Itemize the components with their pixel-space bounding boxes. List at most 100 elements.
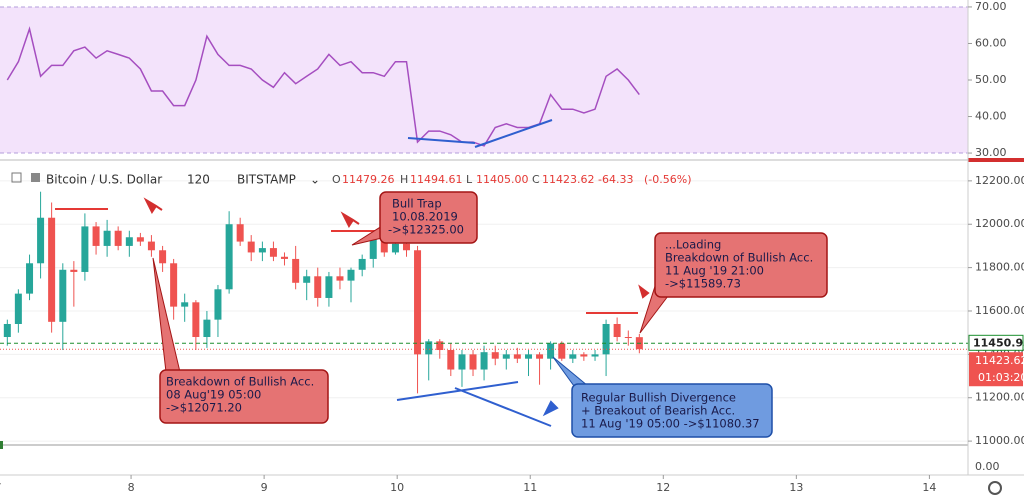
candle-body <box>391 243 399 253</box>
y-tick-label: 30.00 <box>975 146 1007 159</box>
callout-text: Regular Bullish Divergence <box>581 391 736 405</box>
candle-body <box>92 226 100 246</box>
callout-box <box>654 232 828 298</box>
candle-body <box>81 226 89 272</box>
marks <box>0 26 968 394</box>
candle-body <box>480 352 488 370</box>
y-tick-label: 11200.00 <box>975 391 1024 404</box>
lower-pane-tick-label: 0.00 <box>975 460 1000 473</box>
callout-box <box>159 369 329 424</box>
candle-body <box>325 276 333 298</box>
bid-label-box <box>968 334 1024 351</box>
x-tick-label: 7 <box>0 481 2 494</box>
h-label: H <box>400 173 408 186</box>
exchange: BITSTAMP <box>237 173 296 187</box>
candle-body <box>280 256 288 259</box>
candle-body <box>369 239 377 259</box>
callout-text: + Breakout of Bearish Acc. <box>581 404 735 418</box>
candle-body <box>303 276 311 283</box>
callout-pointer <box>552 356 590 387</box>
candle-body <box>469 354 477 370</box>
h-value: 11494.61 <box>410 173 463 186</box>
trend-line <box>474 119 553 148</box>
candle-body <box>258 248 266 253</box>
trend-line <box>396 381 519 401</box>
candle-body <box>513 354 521 359</box>
candle-body <box>613 323 621 338</box>
gear-icon[interactable] <box>988 481 1002 495</box>
chevron: ⌄ <box>310 173 320 187</box>
callout-text: ->$12325.00 <box>388 223 464 237</box>
candle-body <box>624 337 632 339</box>
candle-body <box>502 354 510 359</box>
icon <box>11 172 22 183</box>
candle-body <box>336 276 344 281</box>
candle-body <box>436 341 444 351</box>
callout-text: Bull Trap <box>392 197 442 211</box>
x-tick-label: 13 <box>789 481 803 494</box>
change-pct: (-0.56%) <box>644 173 692 186</box>
candle-body <box>114 230 122 246</box>
y-tick-label: 11800.00 <box>975 261 1024 274</box>
rocket-icon <box>542 400 559 417</box>
y-tick-label: 12000.00 <box>975 217 1024 230</box>
y-tick-label: 12200.00 <box>975 174 1024 187</box>
bid-label: 11450.93 <box>973 336 1024 349</box>
candle-body <box>14 293 22 324</box>
candle-body <box>536 354 544 359</box>
candle-body <box>425 341 433 355</box>
candle-body <box>358 258 366 270</box>
rsi-marker <box>968 158 1024 162</box>
callout-text: ->$12071.20 <box>166 401 242 415</box>
callouts: Breakdown of Bullish Acc. 08 Aug'19 05:0… <box>152 191 828 438</box>
x-tick-label: 12 <box>656 481 670 494</box>
callout-text: Breakdown of Bullish Acc. <box>665 251 813 265</box>
candle-body <box>447 350 455 370</box>
candle-body <box>203 319 211 338</box>
x-tick-label: 10 <box>390 481 404 494</box>
candle-body <box>159 250 167 264</box>
candle-body <box>558 343 566 359</box>
y-tick-label: 40.00 <box>975 110 1007 123</box>
pane-handle <box>0 441 3 449</box>
candle-body <box>70 269 78 272</box>
y-tick-label: 60.00 <box>975 36 1007 49</box>
x-tick-label: 11 <box>523 481 537 494</box>
rocket-icon <box>340 211 360 228</box>
candle-body <box>458 354 466 370</box>
drawings <box>55 119 650 427</box>
candle-body <box>269 248 277 257</box>
callout-pointer <box>351 225 383 246</box>
settings-button[interactable] <box>988 481 1002 495</box>
y-tick-label: 11000.00 <box>975 434 1024 447</box>
candle-body <box>380 239 388 253</box>
candle-body <box>170 263 178 307</box>
candle-body <box>247 241 255 253</box>
candle-body <box>569 354 577 359</box>
header: Bitcoin / U.S. Dollar 120 BITSTAMP ⌄ O 1… <box>11 172 692 187</box>
candle-body <box>147 241 155 251</box>
candle-body <box>26 263 34 294</box>
candle-body <box>525 354 533 359</box>
callout-text: 11 Aug '19 05:00 ->$11080.37 <box>581 417 760 431</box>
rocket-icon <box>143 197 163 214</box>
x-tick-label: 8 <box>128 481 135 494</box>
candle-body <box>37 217 45 264</box>
last-label-box <box>969 352 1023 387</box>
candle-body <box>225 224 233 290</box>
candle-body <box>314 276 322 298</box>
y-tick-label: 70.00 <box>975 0 1007 13</box>
o-value: 11479.26 <box>342 173 395 186</box>
callout-text: 11 Aug '19 21:00 <box>665 264 764 278</box>
candle-body <box>547 343 555 359</box>
candle-body <box>48 217 56 322</box>
x-tick-label: 14 <box>922 481 936 494</box>
callout-text: ...Loading <box>665 238 721 252</box>
change: -64.33 <box>598 173 633 186</box>
y-tick-label: 50.00 <box>975 73 1007 86</box>
candle-body <box>136 237 144 242</box>
x-tick-label: 9 <box>261 481 268 494</box>
candle-body <box>59 269 67 322</box>
candle-body <box>591 354 599 357</box>
